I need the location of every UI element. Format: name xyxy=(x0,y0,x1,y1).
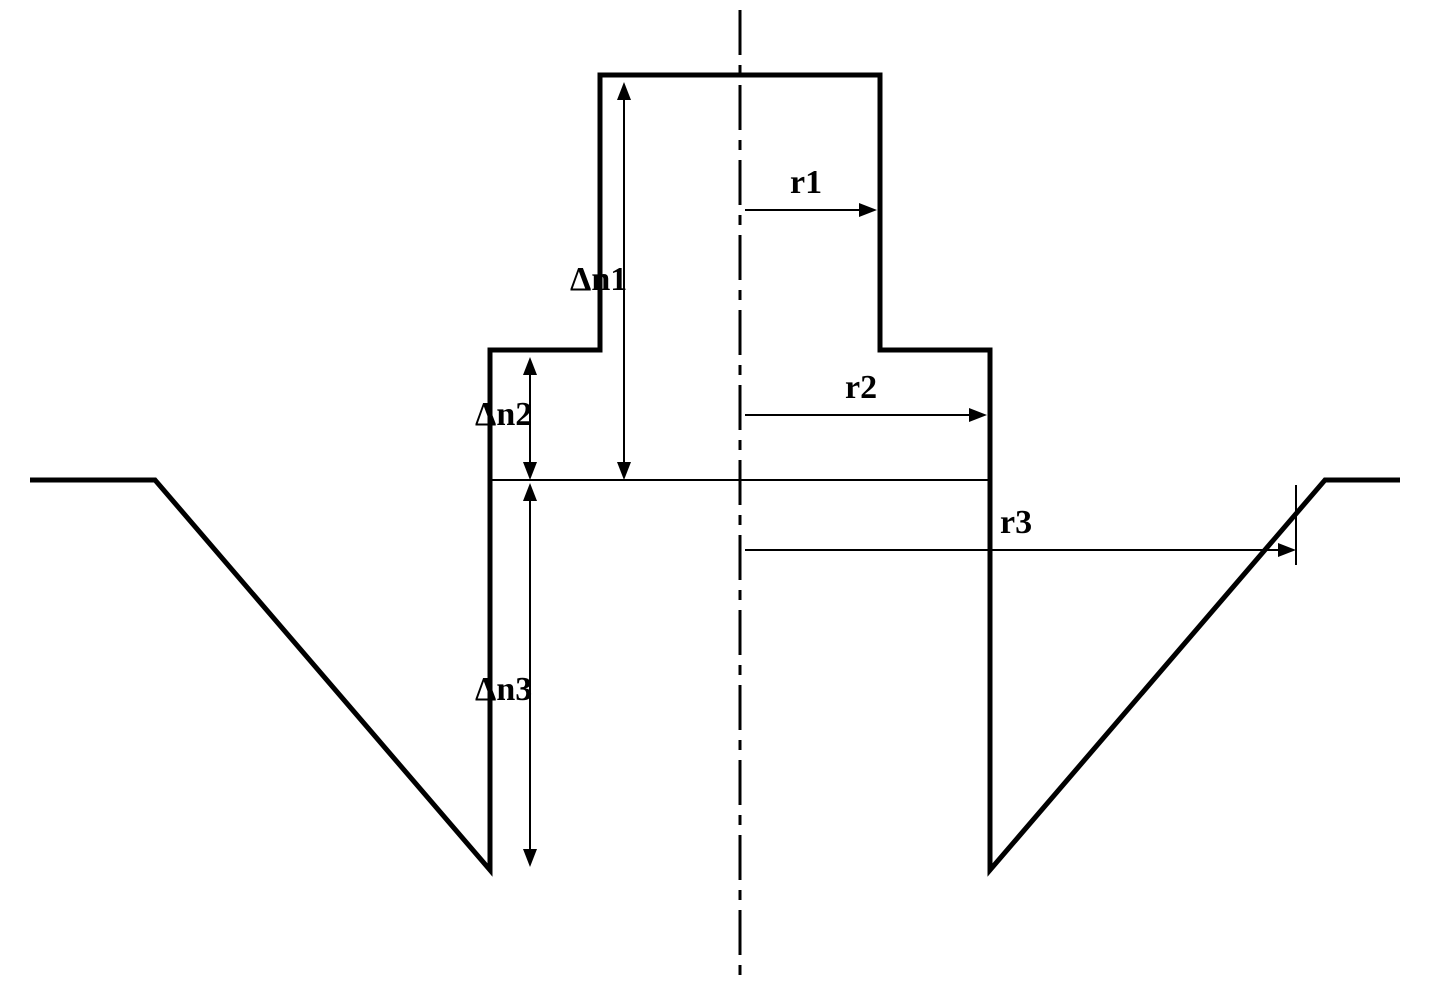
index-profile-outline xyxy=(30,75,1400,870)
label-dn2: Δn2 xyxy=(475,396,532,433)
label-r2: r2 xyxy=(845,369,877,406)
label-r1: r1 xyxy=(790,164,822,201)
dimension-annotations xyxy=(523,82,1296,867)
label-dn3: Δn3 xyxy=(475,671,532,708)
label-dn1: Δn1 xyxy=(570,261,627,298)
label-r3: r3 xyxy=(1000,504,1032,541)
